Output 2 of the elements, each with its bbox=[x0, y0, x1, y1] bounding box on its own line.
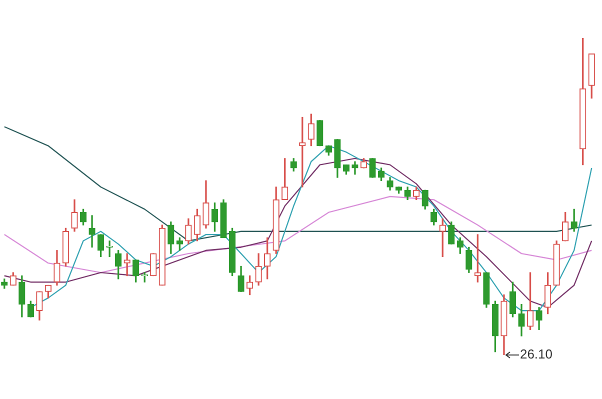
annotation: 26.10 bbox=[520, 346, 553, 362]
candlestick bbox=[88, 215, 96, 248]
